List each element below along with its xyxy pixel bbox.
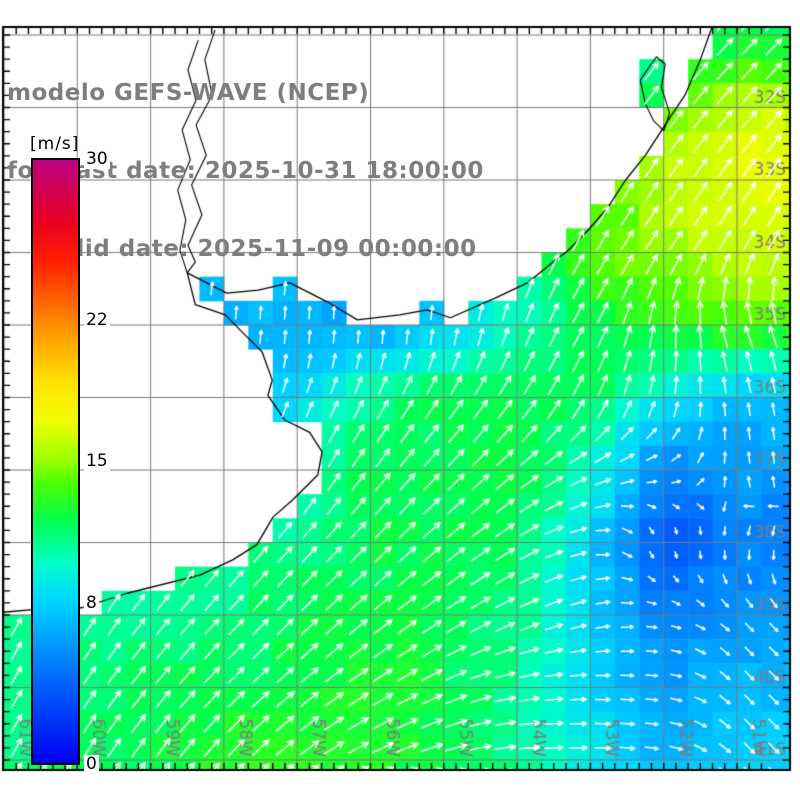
model-title: modelo GEFS-WAVE (NCEP): [7, 80, 370, 106]
map-title-block: modelo GEFS-WAVE (NCEP) forecast date: 2…: [7, 28, 484, 314]
forecast-date-line: forecast date: 2025-10-31 18:00:00: [7, 158, 484, 184]
valid-date-line: valid date: 2025-11-09 00:00:00: [45, 236, 477, 262]
